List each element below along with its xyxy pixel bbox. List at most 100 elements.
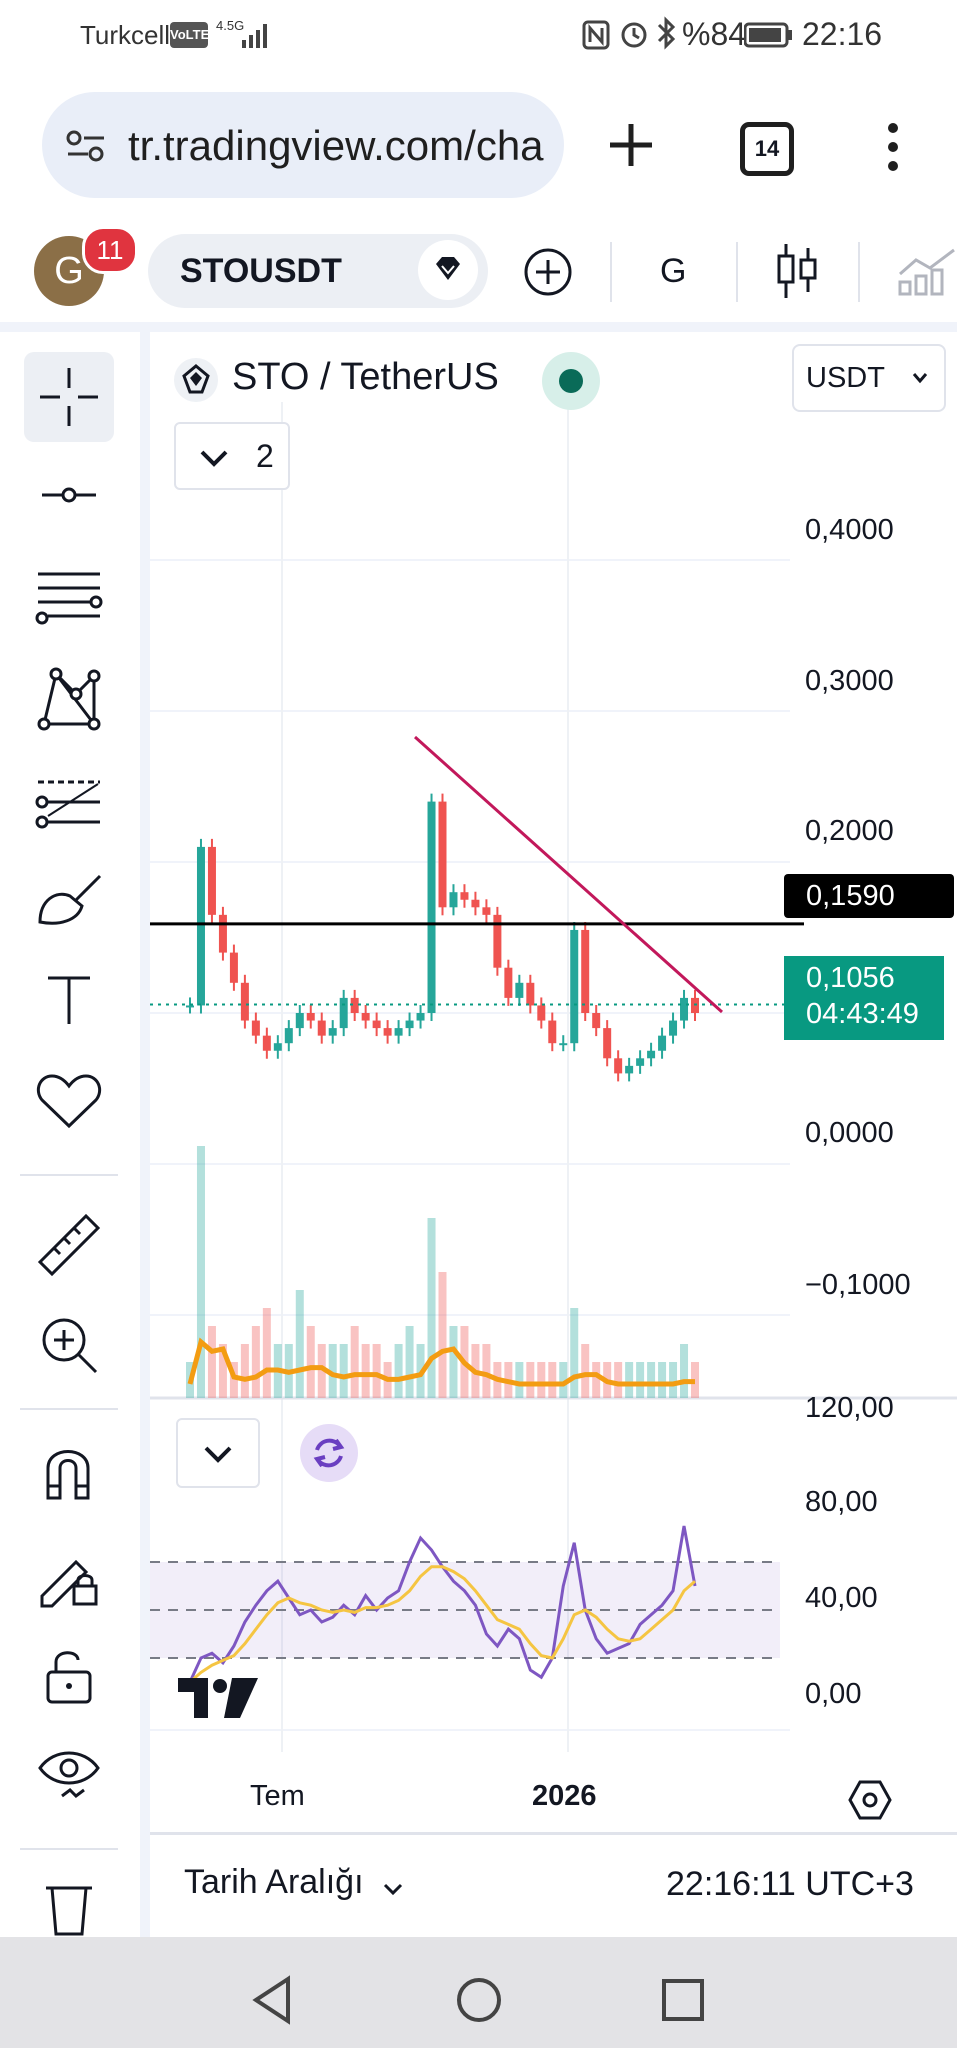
lock-drawings-icon[interactable]: [36, 1544, 102, 1610]
chart-area[interactable]: STO / TetherUS USDT 2 0,4000 0,3000 0,20…: [150, 332, 957, 1832]
candle: [262, 1035, 271, 1051]
candle: [186, 1005, 194, 1008]
volte-badge: VoLTE: [170, 22, 209, 48]
rsi-axis-label: 0,00: [805, 1678, 862, 1710]
candle: [482, 907, 491, 915]
candle: [350, 997, 359, 1013]
timezone-clock[interactable]: 22:16:11 UTC+3: [666, 1865, 914, 1903]
horizontal-line-price-label[interactable]: 0,1590: [784, 874, 954, 918]
settings-hexagon-icon[interactable]: [848, 1778, 892, 1822]
indicators-collapse-button[interactable]: 2: [174, 422, 290, 490]
volume-ma-line: [187, 1337, 695, 1387]
refresh-icon[interactable]: [300, 1424, 358, 1482]
home-icon[interactable]: [454, 1975, 504, 2025]
favorites-heart-icon[interactable]: [34, 1072, 104, 1132]
address-bar[interactable]: tr.tradingview.com/cha: [42, 92, 564, 198]
volume-bar: [636, 1362, 645, 1398]
volume-bar: [229, 1362, 238, 1398]
crosshair-tool[interactable]: [24, 352, 114, 442]
candle: [196, 846, 205, 1006]
volume-bar: [317, 1344, 326, 1398]
nfc-icon: [582, 20, 610, 50]
indicator-count: 2: [256, 438, 274, 474]
symbol-search-button[interactable]: STOUSDT: [148, 234, 488, 308]
toolbar-divider: [20, 1408, 118, 1410]
chevron-down-icon: [200, 450, 228, 467]
indicators-icon[interactable]: [896, 244, 957, 296]
volume-bar: [218, 1344, 227, 1398]
rsi-ma-line: [189, 1565, 696, 1684]
forecasting-tool-icon[interactable]: [34, 772, 104, 832]
toolbar-divider: [20, 1848, 118, 1850]
bluetooth-icon: [657, 16, 676, 50]
candle: [537, 1005, 546, 1021]
avatar-letter: G: [54, 250, 84, 292]
symbol-label: STOUSDT: [180, 252, 342, 290]
trend-line-tool-icon[interactable]: [38, 480, 100, 510]
trash-icon[interactable]: [44, 1880, 94, 1936]
candle: [218, 914, 227, 953]
volume-bar: [306, 1326, 315, 1398]
date-range-label: Tarih Aralığı: [184, 1863, 364, 1901]
status-bar: Turkcell VoLTE 4.5G %84 22:16: [0, 0, 957, 72]
volume-bar: [658, 1362, 667, 1398]
pair-title[interactable]: STO / TetherUS: [232, 356, 499, 398]
candle: [603, 1028, 612, 1059]
interval-button[interactable]: G: [660, 252, 687, 290]
notification-badge: 11: [82, 226, 138, 274]
time-axis-label: Tem: [250, 1780, 305, 1812]
chevron-down-icon: [383, 1883, 403, 1895]
fib-retracement-tool-icon[interactable]: [34, 568, 104, 628]
brush-tool-icon[interactable]: [36, 870, 106, 930]
date-range-button[interactable]: Tarih Aralığı: [184, 1863, 404, 1902]
text-tool-icon[interactable]: [44, 972, 94, 1028]
tab-switcher-button[interactable]: 14: [740, 122, 794, 176]
currency-label: USDT: [806, 362, 885, 394]
volume-bar: [295, 1290, 304, 1398]
volume-bar: [570, 1308, 579, 1398]
measure-ruler-icon[interactable]: [34, 1210, 104, 1280]
volume-bar: [581, 1344, 590, 1398]
eye-visibility-icon[interactable]: [36, 1746, 102, 1812]
volume-bar: [339, 1344, 348, 1398]
chevron-down-icon: [912, 373, 928, 384]
recents-icon[interactable]: [660, 1977, 706, 2023]
market-status-indicator[interactable]: [542, 352, 600, 410]
magnet-icon[interactable]: [40, 1442, 96, 1502]
candle: [317, 1020, 326, 1036]
last-price: 0,1056: [806, 962, 895, 994]
candle: [361, 1013, 370, 1021]
currency-select[interactable]: USDT: [792, 344, 946, 412]
site-settings-icon[interactable]: [64, 128, 108, 164]
candle: [581, 929, 590, 1013]
zoom-in-icon[interactable]: [36, 1312, 102, 1378]
candle: [504, 967, 513, 998]
new-tab-icon[interactable]: [606, 120, 656, 170]
volume-bar: [614, 1362, 623, 1398]
candle: [493, 914, 502, 968]
candle: [526, 982, 535, 1006]
unlock-icon[interactable]: [44, 1648, 94, 1704]
back-icon[interactable]: [250, 1975, 294, 2025]
volume-bar: [207, 1326, 216, 1398]
candles-icon[interactable]: [774, 240, 820, 302]
price-chart-svg[interactable]: [150, 332, 957, 1832]
browser-menu-icon[interactable]: [878, 122, 908, 172]
toolbar-divider: [20, 1174, 118, 1176]
volume-bar: [559, 1362, 568, 1398]
battery-icon: [744, 22, 792, 48]
compare-add-icon[interactable]: [522, 246, 574, 298]
candle: [548, 1020, 557, 1044]
candle: [394, 1028, 403, 1036]
rsi-pane-collapse-button[interactable]: [176, 1418, 260, 1488]
volume-bar: [405, 1326, 414, 1398]
url-text[interactable]: tr.tradingview.com/cha: [128, 122, 544, 169]
bar-countdown: 04:43:49: [806, 998, 919, 1030]
volume-bar: [625, 1362, 634, 1398]
candle: [416, 1013, 425, 1021]
battery-percent: %84: [682, 16, 747, 52]
time-axis-label: 2026: [532, 1780, 597, 1812]
diamond-icon[interactable]: [418, 240, 478, 300]
toolbar-divider: [736, 242, 738, 302]
pattern-tool-icon[interactable]: [36, 666, 102, 732]
